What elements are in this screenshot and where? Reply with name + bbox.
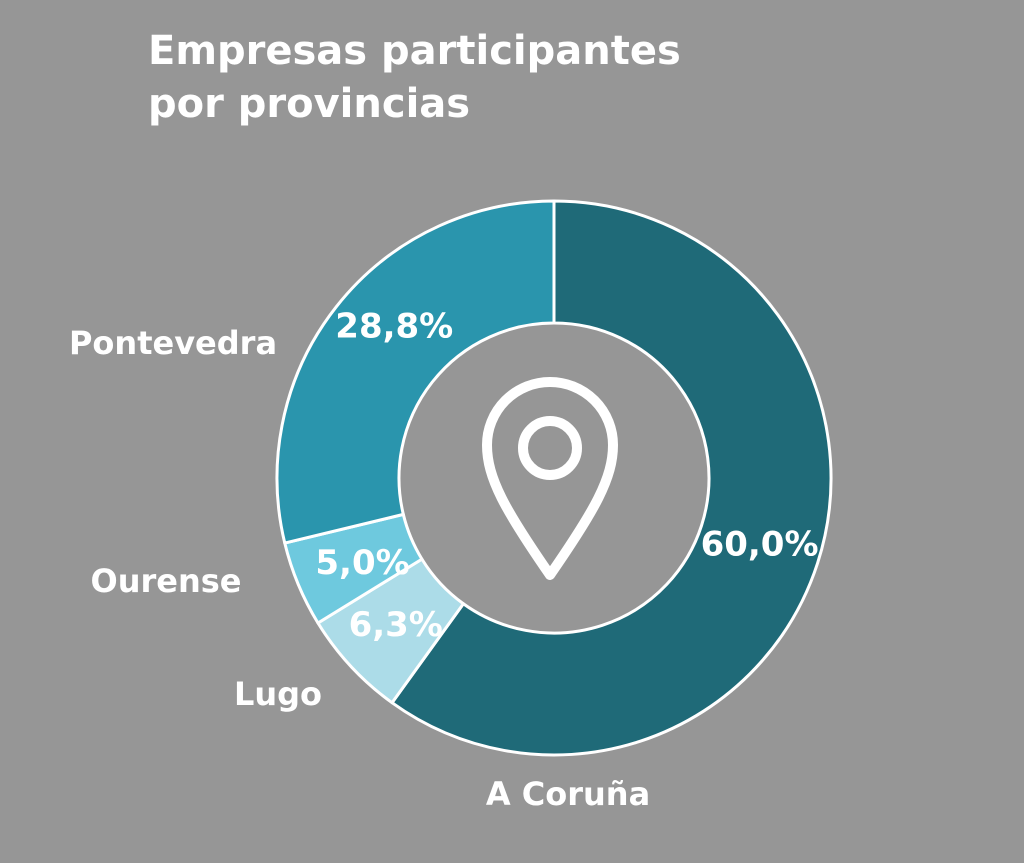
value-label-a-coruna: 60,0% <box>701 524 819 564</box>
location-pin-icon <box>482 377 618 580</box>
slices-layer <box>275 199 833 757</box>
slice-a-coruna <box>390 199 833 757</box>
category-label-a-coruna: A Coruña <box>486 775 650 813</box>
value-label-lugo: 6,3% <box>349 605 443 645</box>
labels-layer: 60,0% A Coruña 6,3% Lugo 5,0% Ourense 28,8% Pon… <box>69 306 819 813</box>
category-label-pontevedra: Pontevedra <box>69 324 277 362</box>
category-label-lugo: Lugo <box>234 675 322 713</box>
value-label-pontevedra: 28,8% <box>335 306 453 346</box>
category-label-ourense: Ourense <box>91 562 242 600</box>
chart-title-line-2: por provincias <box>148 81 471 127</box>
value-label-ourense: 5,0% <box>315 543 409 583</box>
slice-pontevedra <box>275 199 556 545</box>
chart-title-line-1: Empresas participantes <box>148 28 681 74</box>
